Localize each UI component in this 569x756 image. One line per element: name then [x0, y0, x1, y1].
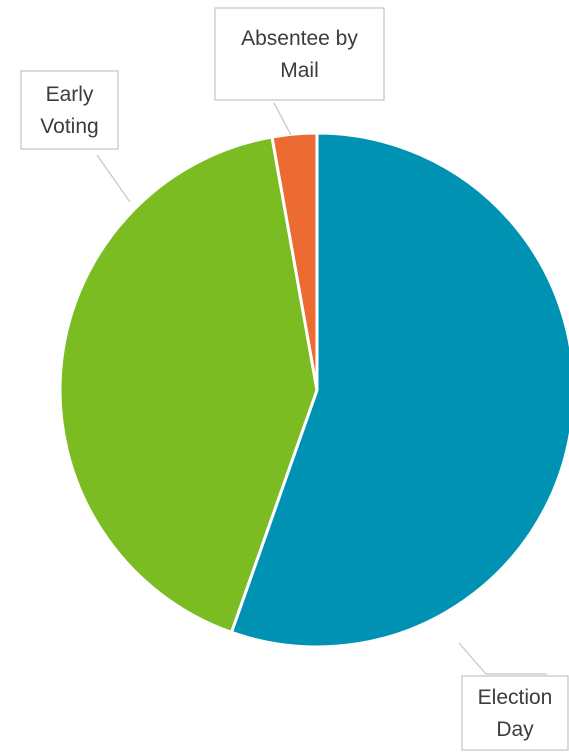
data-label-absentee-by-mail-line-2: Mail	[280, 59, 319, 82]
data-label-absentee-by-mail-line-1: Absentee by	[241, 27, 358, 50]
data-label-box-early-voting	[20, 70, 119, 150]
leader-line-absentee-by-mail	[273, 102, 292, 136]
pie-callouts: Election Day Early Voting Absentee by Mail	[20, 7, 569, 751]
data-label-box-election-day	[461, 675, 569, 751]
data-label-election-day-line-1: Election	[478, 686, 553, 709]
data-label-early-voting-line-1: Early	[46, 83, 94, 106]
pie-slice-absentee-by-mail	[270, 131, 319, 392]
pie-slice-early-voting	[58, 135, 319, 634]
data-label-box-absentee-by-mail	[214, 7, 385, 101]
data-label-election-day-line-2: Day	[496, 718, 534, 741]
pie-slice-election-day	[229, 131, 569, 649]
pie-slices	[58, 131, 569, 649]
leader-line-early-voting	[96, 154, 131, 203]
leader-line-election-day	[458, 642, 547, 675]
data-label-early-voting-line-2: Voting	[40, 115, 98, 138]
